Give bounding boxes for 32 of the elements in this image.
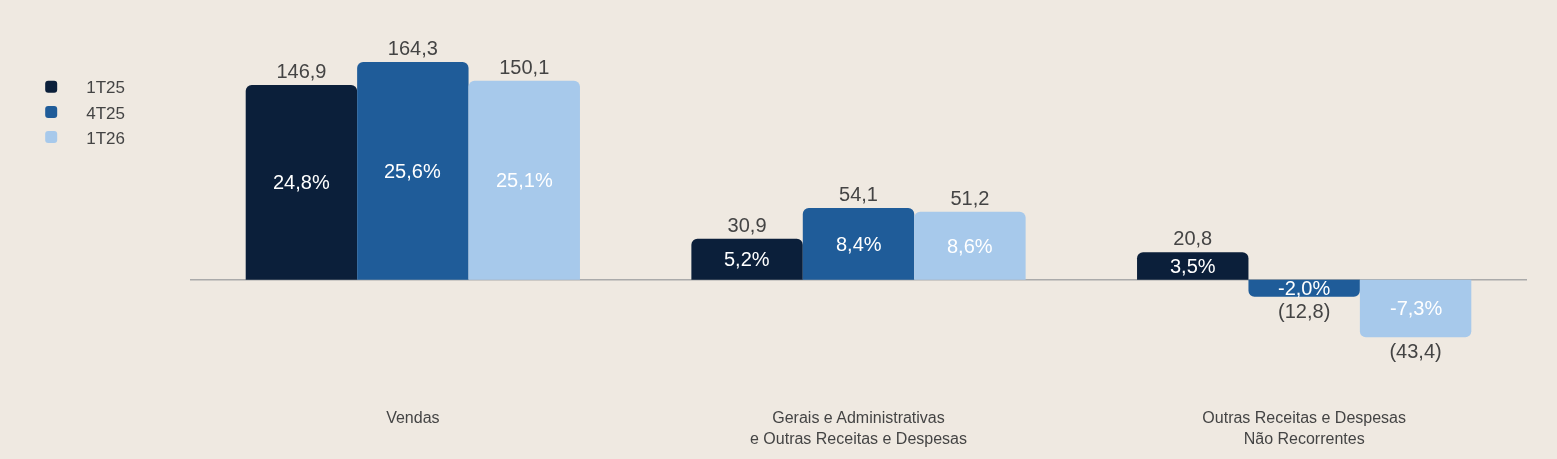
annotation: -2,0%: [1278, 277, 1331, 299]
data-label: 146,9: [276, 60, 327, 83]
x-tick-label: Gerais e Administrativas e Outras Receitas e Despesas: [750, 409, 967, 447]
bar: [691, 238, 803, 280]
bar: [245, 85, 358, 280]
data-label: 54,1: [839, 183, 878, 206]
data-label: (12,8): [1278, 299, 1331, 322]
annotation: 25,6%: [384, 160, 441, 182]
data-label: 51,2: [950, 186, 990, 209]
annotation: -7,3%: [1390, 297, 1443, 319]
annotation: 8,4%: [836, 233, 882, 255]
legend-label: 1T26: [86, 128, 125, 148]
bar: [468, 80, 580, 280]
annotation: 3,5%: [1170, 255, 1216, 277]
legend-label: 4T25: [86, 103, 125, 123]
bar: [802, 208, 915, 280]
annotation: 24,8%: [273, 171, 330, 193]
annotation: 8,6%: [947, 235, 993, 257]
data-label: (43,4): [1389, 340, 1442, 363]
data-label: 164,3: [387, 37, 438, 60]
annotation: 5,2%: [724, 248, 770, 270]
bar: [357, 62, 469, 280]
legend-label: 1T25: [86, 78, 125, 98]
annotation: 25,1%: [496, 169, 553, 191]
x-tick-label: Vendas: [386, 409, 440, 426]
data-label: 20,8: [1173, 227, 1213, 250]
data-label: 150,1: [499, 55, 550, 78]
data-label: 30,9: [727, 213, 767, 236]
bar: [1359, 279, 1472, 338]
bar: [1137, 252, 1249, 280]
x-tick-label: Outras Receitas e Despesas Não Recorrentes: [1202, 409, 1406, 447]
bar: [914, 211, 1026, 280]
